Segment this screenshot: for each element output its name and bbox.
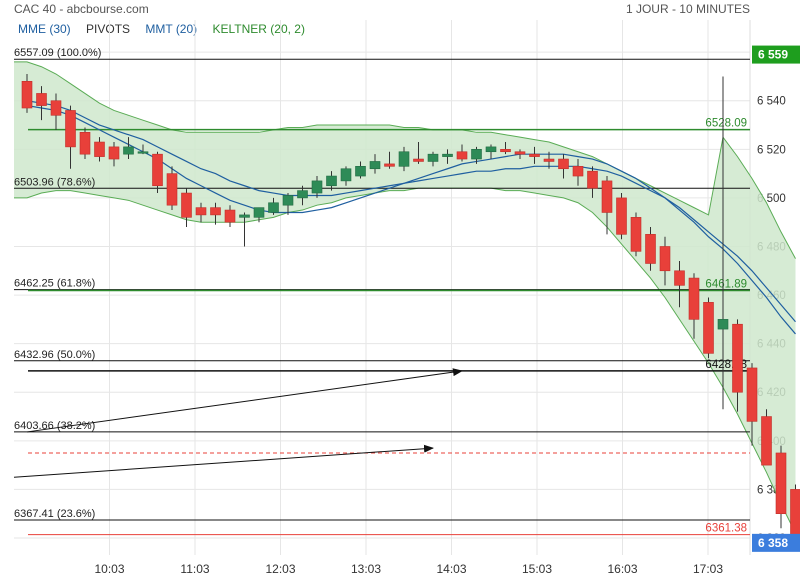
- legend-keltner[interactable]: KELTNER (20, 2): [212, 22, 305, 36]
- candle-body: [326, 175, 337, 187]
- candle-body: [471, 149, 482, 160]
- candle-body: [427, 153, 439, 162]
- candle-body: [36, 93, 47, 106]
- fib-level-label: 6557.09 (100.0%): [14, 47, 101, 59]
- candle-body: [181, 192, 192, 218]
- fib-level-label: 6432.96 (50.0%): [14, 349, 95, 361]
- candle-body: [674, 270, 685, 286]
- candle-body: [369, 161, 381, 170]
- y-tick-label: 6 540: [757, 96, 786, 108]
- candle-body: [79, 132, 91, 155]
- legend-mmt[interactable]: MMT (20): [145, 22, 198, 36]
- candle-body: [137, 151, 149, 154]
- candle-body: [123, 146, 134, 155]
- candle-body: [21, 80, 33, 109]
- price-badge-label: 6 559: [758, 48, 788, 62]
- y-tick-label: 6 520: [757, 144, 786, 156]
- x-tick-label: 10:03: [94, 562, 124, 576]
- candle-body: [659, 246, 671, 272]
- candle-body: [514, 151, 526, 155]
- candle-body: [732, 323, 743, 393]
- candle-body: [558, 158, 569, 170]
- candle-body: [224, 209, 236, 223]
- candle-body: [775, 452, 787, 515]
- chart-title: CAC 40 - abcbourse.com: [14, 2, 149, 16]
- candle-body: [355, 166, 366, 177]
- candle-body: [268, 202, 279, 213]
- candle-body: [311, 180, 323, 194]
- candle-body: [195, 207, 207, 216]
- candle-body: [601, 180, 613, 213]
- x-tick-label: 17:03: [693, 562, 723, 576]
- candle-body: [398, 151, 410, 167]
- candle-body: [572, 166, 584, 177]
- candle-body: [717, 319, 729, 330]
- candle-body: [384, 163, 395, 167]
- candle-body: [761, 416, 772, 466]
- x-tick-label: 16:03: [607, 562, 637, 576]
- x-tick-label: 11:03: [180, 562, 209, 576]
- candle-body: [152, 153, 163, 187]
- x-tick-label: 14:03: [436, 562, 466, 576]
- trend-arrow: [13, 444, 434, 478]
- x-tick-label: 12:03: [265, 562, 295, 576]
- candle-body: [500, 149, 511, 153]
- candle-body: [630, 217, 642, 252]
- candle-body: [456, 151, 468, 160]
- fib-level-label: 6403.66 (38.2%): [14, 420, 95, 432]
- candle-body: [297, 190, 308, 199]
- fib-level-label: 6367.41 (23.6%): [14, 508, 95, 520]
- candle-body: [442, 153, 453, 157]
- candle-body: [645, 234, 656, 264]
- pivot-label: 6528.09: [705, 118, 747, 130]
- price-badge: [752, 533, 800, 552]
- candle-body: [50, 100, 62, 116]
- candle-body: [688, 277, 700, 320]
- candle-body: [616, 197, 627, 235]
- candle-body: [108, 146, 120, 160]
- price-badge-label: 6 358: [758, 536, 788, 550]
- keltner-lower-line: [14, 187, 796, 534]
- candle-body: [210, 207, 221, 216]
- fib-level-label: 6462.25 (61.8%): [14, 278, 95, 290]
- candle-body: [413, 158, 424, 162]
- candle-body: [703, 302, 714, 354]
- candle-body: [94, 141, 105, 157]
- candle-body: [587, 170, 598, 189]
- legend-mme[interactable]: MME (30): [18, 22, 71, 36]
- legend-pivots[interactable]: PIVOTS: [86, 22, 131, 36]
- pivot-label: 6461.89: [705, 278, 747, 290]
- x-tick-label: 13:03: [351, 562, 381, 576]
- x-tick-label: 15:03: [522, 562, 552, 576]
- candle-body: [529, 153, 540, 157]
- candle-body: [65, 110, 76, 148]
- trend-arrow: [26, 368, 463, 433]
- candle-body: [282, 195, 294, 206]
- fib-level-label: 6503.96 (78.6%): [14, 176, 95, 188]
- pivot-label: 6361.38: [705, 523, 747, 535]
- candle-body: [253, 207, 265, 218]
- candle-body: [746, 367, 758, 422]
- candle-body: [239, 214, 250, 218]
- candle-body: [485, 146, 497, 153]
- indicator-legend: MME (30) PIVOTS MMT (20) KELTNER (20, 2): [18, 22, 317, 36]
- candle-body: [166, 173, 178, 206]
- candle-body: [340, 168, 352, 182]
- keltner-band: [14, 61, 796, 534]
- chart-period[interactable]: 1 JOUR - 10 MINUTES: [625, 2, 750, 16]
- candle-body: [543, 158, 555, 162]
- price-badge: [752, 45, 800, 64]
- keltner-upper-line: [14, 61, 796, 259]
